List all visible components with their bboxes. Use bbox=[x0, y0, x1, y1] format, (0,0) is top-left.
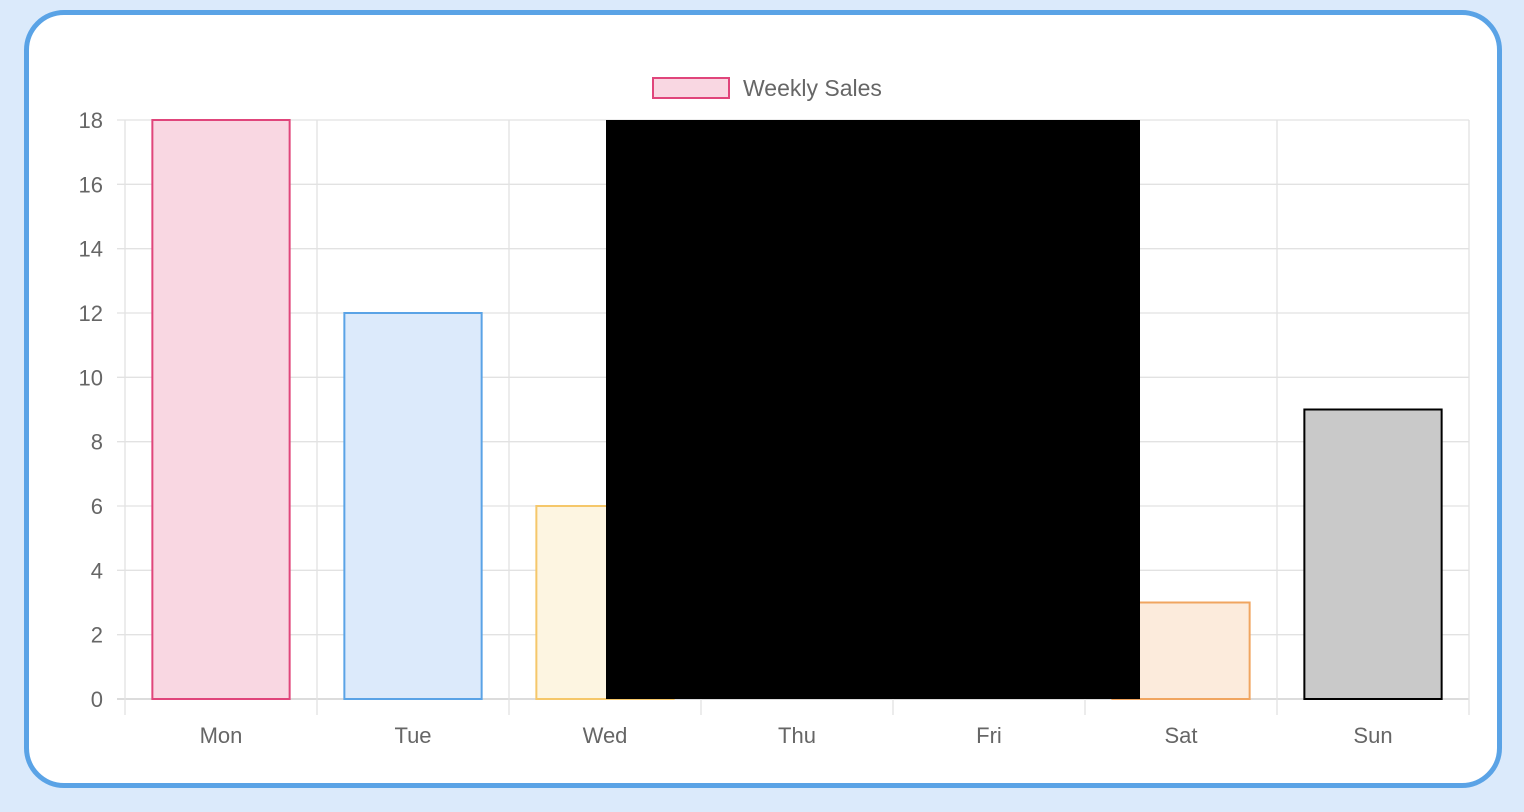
y-tick-label: 10 bbox=[79, 365, 103, 390]
x-tick-label: Fri bbox=[976, 723, 1002, 748]
x-tick-label: Thu bbox=[778, 723, 816, 748]
bar-sun bbox=[1303, 408, 1443, 700]
x-tick-label: Tue bbox=[394, 723, 431, 748]
legend-swatch bbox=[652, 77, 730, 99]
y-tick-label: 16 bbox=[79, 172, 103, 197]
legend-label: Weekly Sales bbox=[743, 74, 882, 101]
y-tick-label: 18 bbox=[79, 108, 103, 133]
y-tick-label: 6 bbox=[91, 494, 103, 519]
y-tick-label: 8 bbox=[91, 430, 103, 455]
y-tick-label: 4 bbox=[91, 558, 103, 583]
x-tick-label: Sun bbox=[1353, 723, 1392, 748]
x-tick-label: Mon bbox=[200, 723, 243, 748]
bar-tue bbox=[343, 312, 483, 700]
occlusion-block bbox=[606, 120, 1140, 699]
y-tick-label: 14 bbox=[79, 237, 103, 262]
chart-legend: Weekly Sales bbox=[652, 74, 882, 102]
x-tick-label: Wed bbox=[583, 723, 628, 748]
y-tick-label: 0 bbox=[91, 687, 103, 712]
y-tick-label: 2 bbox=[91, 623, 103, 648]
bar-mon bbox=[151, 119, 291, 700]
x-tick-label: Sat bbox=[1164, 723, 1197, 748]
y-tick-label: 12 bbox=[79, 301, 103, 326]
